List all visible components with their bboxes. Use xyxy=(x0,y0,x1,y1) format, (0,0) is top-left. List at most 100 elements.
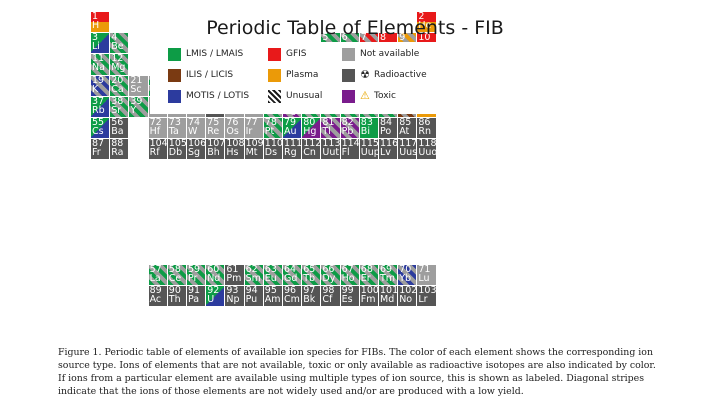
atomic-number: 107 xyxy=(207,139,226,150)
element-cm: 96 Cm xyxy=(283,286,303,308)
element-hs: 108 Hs xyxy=(225,139,245,161)
element-symbol: Bk xyxy=(303,294,316,306)
atomic-number: 64 xyxy=(284,265,297,275)
element-fl: 114 Fl xyxy=(340,139,360,161)
element-symbol: Tl xyxy=(322,126,331,137)
atomic-number: 94 xyxy=(245,286,258,297)
atomic-number: 81 xyxy=(322,118,335,128)
atomic-number: 79 xyxy=(284,118,297,128)
atomic-number: 71 xyxy=(418,265,431,275)
element-hf: 72 Hf xyxy=(148,118,168,140)
element-bh: 107 Bh xyxy=(206,139,226,161)
atomic-number: 118 xyxy=(418,139,437,150)
element-symbol: Hs xyxy=(226,147,239,159)
element-symbol: Y xyxy=(130,104,137,116)
element-pu: 94 Pu xyxy=(244,286,264,308)
element-symbol: Bh xyxy=(207,147,220,159)
legend-label: Toxic xyxy=(374,91,396,101)
radioactive-icon: ☢ xyxy=(360,68,370,81)
legend-label: MOTIS / LOTIS xyxy=(186,91,250,101)
atomic-number: 83 xyxy=(360,118,373,128)
element-symbol: Uuo xyxy=(418,147,437,159)
element-sg: 106 Sg xyxy=(187,139,207,161)
element-au: 79 Au xyxy=(283,118,303,140)
element-symbol: Fm xyxy=(360,294,376,306)
element-symbol: Fl xyxy=(341,147,350,159)
element-symbol: Mt xyxy=(245,147,258,159)
element-es: 99 Es xyxy=(340,286,360,308)
motis-swatch xyxy=(168,90,181,103)
atomic-number: 8 xyxy=(380,33,387,44)
element-symbol: Cm xyxy=(284,294,300,306)
element-uup: 115 Uup xyxy=(359,139,379,161)
atomic-number: 5 xyxy=(322,33,329,44)
element-w: 74 W xyxy=(187,118,207,140)
element-lr: 103 Lr xyxy=(417,286,437,308)
element-rb: 37 Rb xyxy=(91,96,111,118)
element-pa: 91 Pa xyxy=(187,286,207,308)
atomic-number: 103 xyxy=(418,286,437,297)
element-bk: 97 Bk xyxy=(302,286,322,308)
atomic-number: 2 xyxy=(418,12,425,22)
atomic-number: 4 xyxy=(111,33,118,44)
atomic-number: 1 xyxy=(92,12,99,22)
radioactive-swatch xyxy=(342,69,355,82)
element-tm: 69 Tm xyxy=(379,265,399,287)
element-db: 105 Db xyxy=(167,139,187,161)
legend-label: Plasma xyxy=(286,70,319,80)
element-symbol: Pu xyxy=(245,294,258,306)
element-symbol: At xyxy=(399,126,410,137)
atomic-number: 56 xyxy=(111,118,124,128)
atomic-number: 111 xyxy=(284,139,303,150)
element-be: 4 Be xyxy=(110,33,130,55)
element-fm: 100 Fm xyxy=(359,286,379,308)
element-symbol: Np xyxy=(226,294,240,306)
element-fr: 87 Fr xyxy=(91,139,111,161)
atomic-number: 19 xyxy=(92,75,105,86)
lmis-swatch xyxy=(168,48,181,61)
atomic-number: 11 xyxy=(92,54,105,65)
element-symbol: Uup xyxy=(360,147,379,159)
atomic-number: 105 xyxy=(168,139,187,150)
element-lv: 116 Lv xyxy=(379,139,399,161)
element-symbol: H xyxy=(92,20,100,31)
element-symbol: Gd xyxy=(284,273,298,284)
atomic-number: 6 xyxy=(341,33,348,44)
element-rn: 86 Rn xyxy=(417,118,437,140)
element-symbol: No xyxy=(399,294,413,306)
element-symbol: Pr xyxy=(188,273,198,284)
element-symbol: Eu xyxy=(264,273,277,284)
element-sc: 21 Sc xyxy=(129,75,149,97)
element-symbol: Rg xyxy=(284,147,297,159)
atomic-number: 115 xyxy=(360,139,379,150)
element-cs: 55 Cs xyxy=(91,118,111,140)
element-symbol: Po xyxy=(380,126,392,137)
atomic-number: 68 xyxy=(360,265,373,275)
element-symbol: Dy xyxy=(322,273,336,284)
element-symbol: Ta xyxy=(168,126,179,137)
element-ca: 20 Ca xyxy=(110,75,130,97)
atomic-number: 106 xyxy=(188,139,207,150)
ilis-swatch xyxy=(168,69,181,82)
element-rg: 111 Rg xyxy=(283,139,303,161)
atomic-number: 74 xyxy=(188,118,201,128)
element-at: 85 At xyxy=(398,118,418,140)
element-symbol: Hf xyxy=(149,126,161,137)
caption-line: indicate that the ions of those elements… xyxy=(58,386,524,397)
element-k: 19 K xyxy=(91,75,111,97)
atomic-number: 85 xyxy=(399,118,412,128)
atomic-number: 65 xyxy=(303,265,316,275)
element-symbol: Ra xyxy=(111,147,124,159)
element-symbol: Rb xyxy=(92,104,105,116)
atomic-number: 116 xyxy=(380,139,399,150)
atomic-number: 92 xyxy=(207,286,220,297)
atomic-number: 73 xyxy=(168,118,181,128)
element-symbol: Sg xyxy=(188,147,201,159)
element-symbol: Db xyxy=(168,147,183,159)
element-symbol: La xyxy=(149,273,161,284)
atomic-number: 62 xyxy=(245,265,258,275)
atomic-number: 75 xyxy=(207,118,220,128)
element-uut: 113 Uut xyxy=(321,139,341,161)
element-symbol: Cn xyxy=(303,147,316,159)
element-symbol: Pt xyxy=(264,126,275,137)
